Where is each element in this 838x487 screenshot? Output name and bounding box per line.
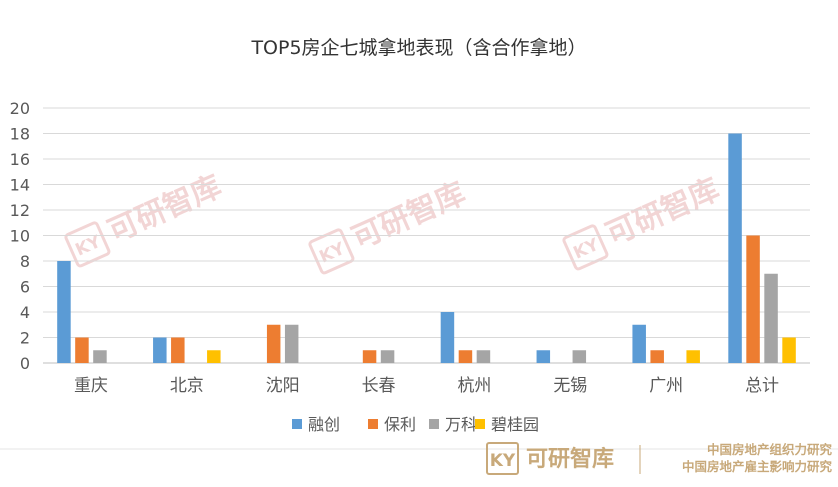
bar-保利-广州: [650, 350, 664, 363]
x-category-label: 总计: [745, 376, 779, 396]
y-tick-label: 4: [20, 303, 30, 322]
bar-保利-重庆: [75, 337, 89, 363]
legend-item-万科[interactable]: 万科: [429, 415, 477, 434]
bar-融创-广州: [632, 324, 646, 363]
x-category-label: 沈阳: [266, 376, 300, 396]
y-tick-label: 16: [10, 150, 30, 169]
legend-label: 万科: [445, 415, 477, 434]
bar-万科-无锡: [572, 350, 587, 363]
x-category-label: 广州: [649, 376, 683, 396]
legend-item-碧桂园[interactable]: 碧桂园: [475, 415, 539, 434]
legend-item-保利[interactable]: 保利: [368, 415, 416, 434]
watermark-text: 可研智库: [103, 169, 227, 250]
legend-swatch: [429, 419, 439, 429]
footer-line-1: 中国房地产组织力研究: [707, 442, 833, 457]
legend-swatch: [368, 419, 378, 429]
gridlines: [43, 107, 810, 364]
bar-保利-沈阳: [266, 324, 281, 363]
legend[interactable]: 融创 保利 万科 碧桂园: [292, 415, 539, 434]
bar-保利-总计: [746, 235, 760, 363]
y-axis-tick-labels: 0 2 4 6 8 10 12 14 16 18 20: [10, 99, 30, 373]
legend-swatch: [292, 419, 302, 429]
bar-碧桂园-总计: [782, 337, 796, 363]
legend-label: 碧桂园: [491, 415, 539, 434]
legend-label: 融创: [308, 415, 340, 434]
bar-融创-无锡: [536, 350, 551, 363]
bar-万科-沈阳: [284, 324, 299, 363]
y-tick-label: 12: [10, 201, 30, 220]
footer-brand: 可研智库: [526, 446, 614, 472]
x-category-label: 重庆: [74, 376, 108, 396]
bars: [57, 133, 796, 363]
footer: KY 可研智库 中国房地产组织力研究 中国房地产雇主影响力研究: [486, 442, 833, 475]
chart-title: TOP5房企七城拿地表现（含合作拿地）: [250, 36, 586, 59]
bar-万科-杭州: [476, 350, 491, 363]
y-tick-label: 0: [20, 354, 30, 373]
y-tick-label: 8: [20, 252, 30, 271]
y-tick-label: 6: [20, 278, 30, 297]
x-category-label: 长春: [362, 376, 396, 396]
bar-保利-北京: [171, 337, 185, 363]
x-category-label: 无锡: [553, 376, 587, 396]
bar-融创-总计: [728, 133, 742, 363]
y-tick-label: 18: [10, 125, 30, 144]
x-axis-category-labels: 重庆 北京 沈阳 长春 杭州 无锡 广州 总计: [74, 376, 779, 396]
svg-text:KY: KY: [490, 451, 516, 471]
y-tick-label: 10: [10, 227, 30, 246]
bar-融创-杭州: [440, 312, 455, 363]
legend-item-融创[interactable]: 融创: [292, 415, 340, 434]
bar-融创-重庆: [57, 261, 71, 363]
bar-融创-北京: [153, 337, 167, 363]
watermark-text: 可研智库: [347, 176, 471, 257]
bar-保利-长春: [362, 350, 377, 363]
bar-保利-杭州: [458, 350, 473, 363]
y-tick-label: 2: [20, 329, 30, 348]
footer-line-2: 中国房地产雇主影响力研究: [682, 459, 833, 474]
bar-碧桂园-北京: [207, 350, 221, 363]
y-tick-label: 14: [10, 176, 30, 195]
bar-万科-重庆: [93, 350, 107, 363]
bar-万科-长春: [380, 350, 395, 363]
bar-万科-总计: [764, 273, 778, 363]
footer-logo-icon: KY: [486, 442, 519, 475]
x-category-label: 北京: [170, 376, 204, 396]
y-tick-label: 20: [10, 99, 30, 118]
x-category-label: 杭州: [457, 376, 491, 396]
legend-label: 保利: [384, 415, 416, 434]
bar-碧桂园-广州: [686, 350, 700, 363]
legend-swatch: [475, 419, 485, 429]
